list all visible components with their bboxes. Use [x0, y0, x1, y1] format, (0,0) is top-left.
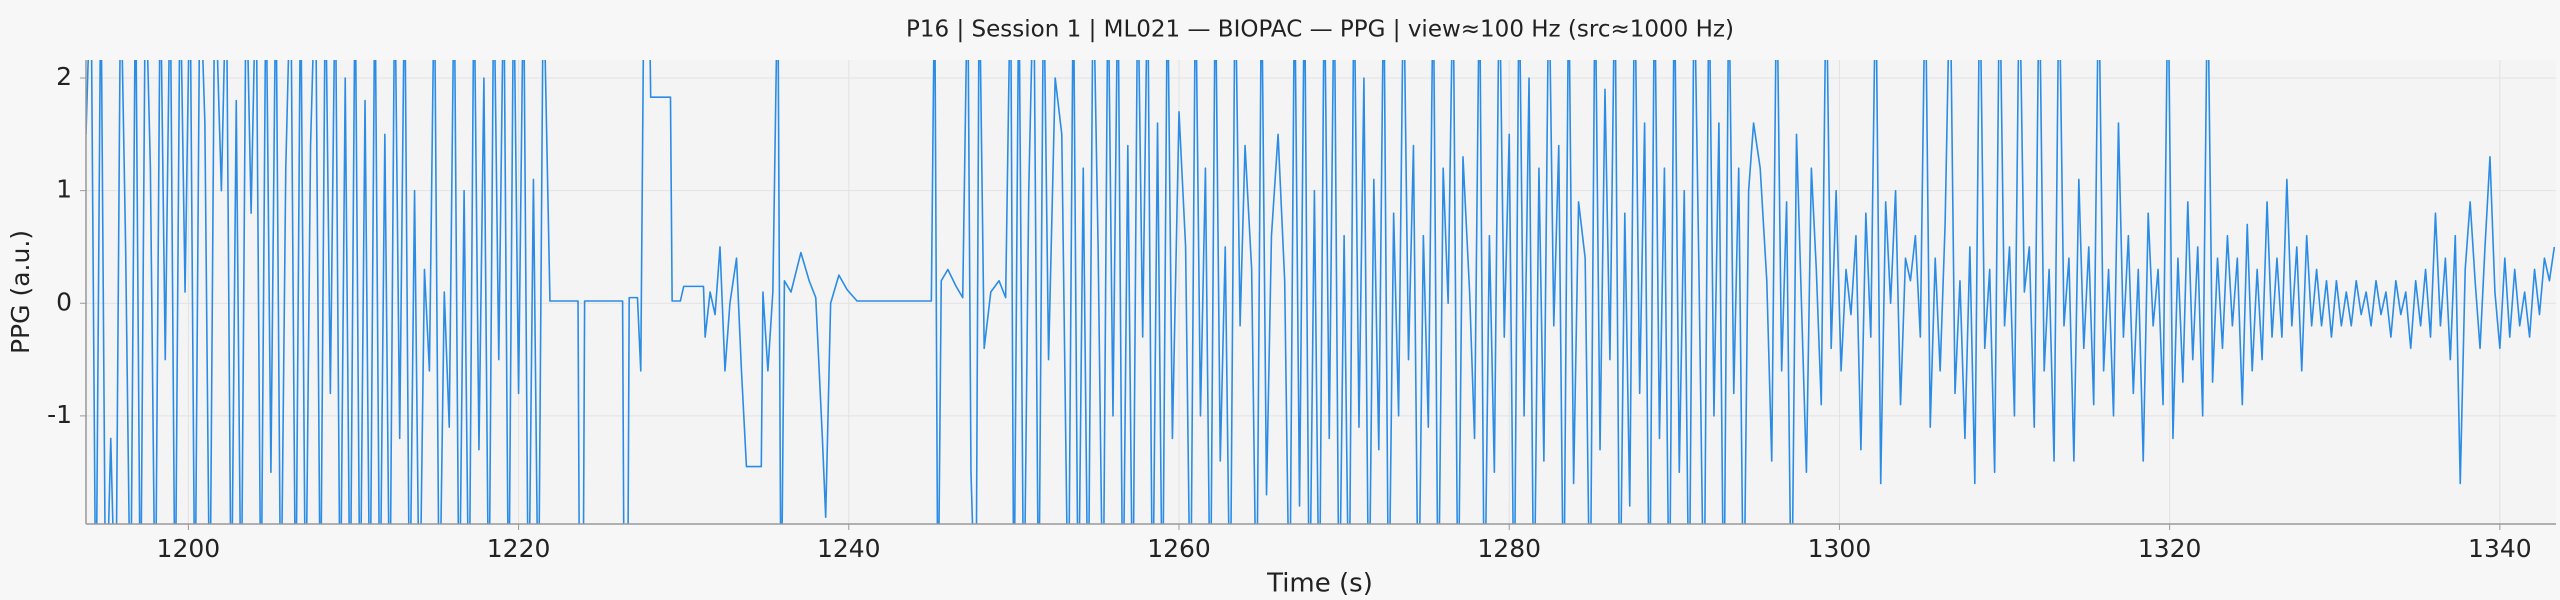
y-tick-label: 1	[56, 175, 72, 204]
x-tick-label: 1300	[1808, 534, 1872, 563]
y-axis-label: PPG (a.u.)	[6, 230, 35, 354]
y-tick-label: 0	[56, 287, 72, 316]
x-tick-label: 1200	[157, 534, 221, 563]
ppg-line	[86, 60, 2556, 524]
y-tick-label: 2	[56, 62, 72, 91]
x-tick-label: 1240	[817, 534, 881, 563]
x-tick-label: 1280	[1477, 534, 1541, 563]
x-tick-label: 1260	[1147, 534, 1211, 563]
x-tick-label: 1320	[2138, 534, 2202, 563]
x-axis-label: Time (s)	[1266, 569, 1373, 599]
series-layer	[86, 60, 2556, 524]
chart-title: P16 | Session 1 | ML021 — BIOPAC — PPG |…	[906, 17, 1734, 43]
x-tick-label: 1220	[487, 534, 551, 563]
x-tick-label: 1340	[2468, 534, 2532, 563]
y-tick-label: -1	[47, 400, 72, 429]
